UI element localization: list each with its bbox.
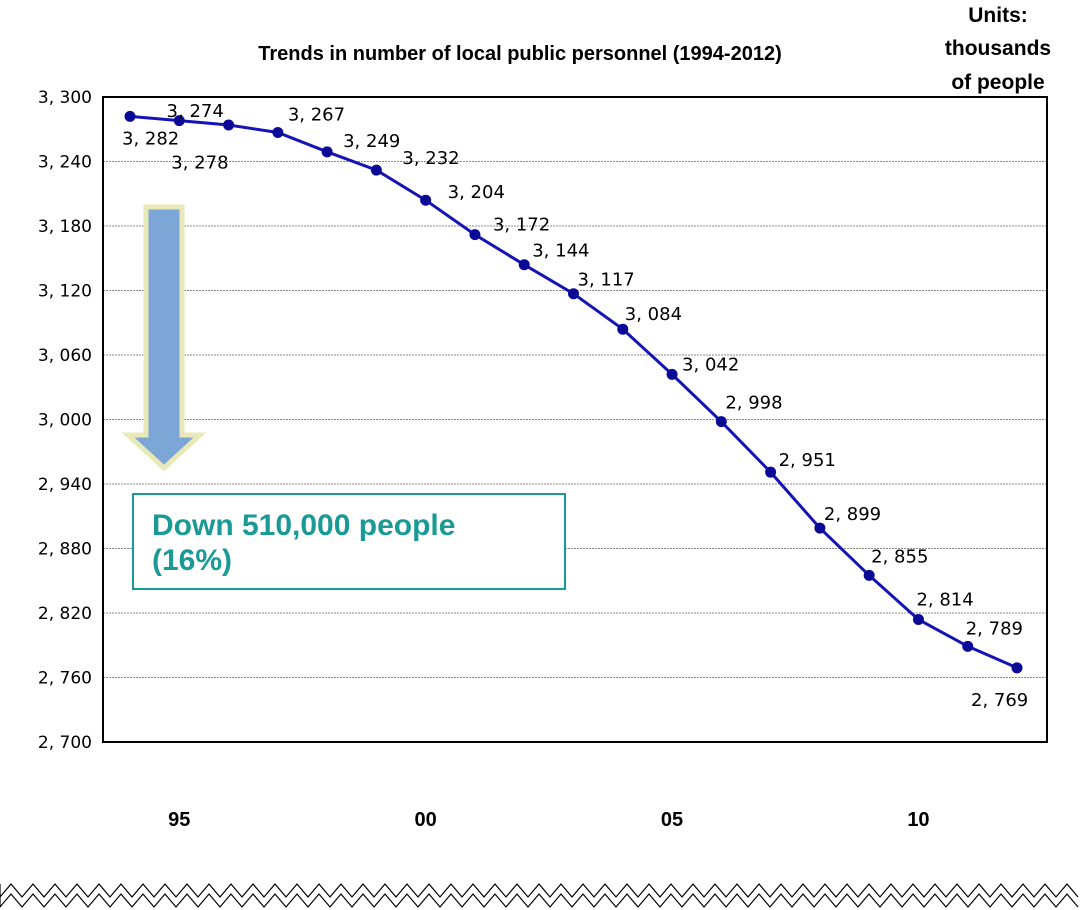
data-point (173, 115, 185, 127)
gridlines (103, 161, 1047, 678)
data-point (912, 613, 924, 625)
units-label-line-3: of people (951, 71, 1044, 94)
y-tick-label: 3, 000 (38, 411, 92, 431)
x-tick-label: 00 (415, 809, 437, 831)
data-label: 2, 769 (971, 690, 1028, 711)
data-label: 2, 814 (916, 589, 973, 610)
data-point (666, 368, 678, 380)
series-markers (124, 110, 1023, 674)
data-label: 3, 274 (167, 101, 224, 122)
callout-text-line-2: (16%) (152, 544, 232, 577)
x-axis-ticks: 95 00 05 10 (168, 809, 929, 831)
units-label-line-1: Units: (968, 4, 1028, 27)
down-arrow (121, 204, 207, 472)
data-point (518, 259, 530, 271)
data-label: 3, 249 (343, 131, 400, 152)
y-tick-label: 3, 180 (38, 217, 92, 237)
plot-area-frame (102, 96, 1048, 743)
y-tick-label: 3, 240 (38, 153, 92, 173)
data-label: 2, 899 (824, 504, 881, 525)
data-label: 3, 084 (625, 304, 682, 325)
data-label: 2, 998 (725, 393, 782, 414)
x-tick-label: 05 (661, 809, 683, 831)
data-label: 2, 855 (871, 546, 928, 567)
data-label: 3, 172 (493, 215, 550, 236)
y-tick-label: 2, 940 (38, 475, 92, 495)
y-tick-label: 3, 300 (38, 88, 92, 108)
data-point (124, 110, 136, 122)
data-point (469, 229, 481, 241)
axis-break-zigzag (0, 883, 1079, 908)
data-point (863, 569, 875, 581)
data-label: 2, 951 (779, 450, 836, 471)
chart-title: Trends in number of local public personn… (258, 43, 781, 65)
callout-box: Down 510,000 people (16%) (132, 493, 566, 590)
units-label-line-2: thousands (945, 37, 1051, 60)
y-tick-label: 2, 700 (38, 733, 92, 753)
data-point (223, 119, 235, 131)
data-label: 3, 144 (532, 241, 589, 262)
data-point (370, 164, 382, 176)
data-label: 3, 042 (682, 354, 739, 375)
data-point (272, 126, 284, 138)
y-tick-label: 2, 880 (38, 540, 92, 560)
data-label: 3, 232 (402, 148, 459, 169)
data-label: 2, 789 (966, 618, 1023, 639)
data-point (568, 288, 579, 300)
data-point (420, 194, 432, 206)
data-label: 3, 267 (288, 104, 345, 125)
data-label: 3, 282 (122, 128, 179, 149)
data-point (321, 146, 333, 158)
data-label: 3, 117 (578, 270, 635, 291)
data-point (715, 416, 727, 428)
x-tick-label: 10 (907, 809, 929, 831)
data-label: 3, 278 (171, 153, 228, 174)
x-tick-label: 95 (168, 809, 190, 831)
data-point (814, 522, 826, 534)
y-tick-label: 3, 060 (38, 346, 92, 366)
data-label: 3, 204 (448, 182, 505, 203)
data-point (1011, 662, 1023, 674)
y-tick-label: 2, 760 (38, 669, 92, 689)
data-point (962, 640, 974, 652)
y-tick-label: 2, 820 (38, 604, 92, 624)
y-tick-label: 3, 120 (38, 282, 92, 302)
y-axis-ticks: 3, 300 3, 240 3, 180 3, 120 3, 060 3, 000 2, 9… (38, 88, 92, 753)
callout-text-line-1: Down 510,000 people (152, 509, 455, 542)
data-point (765, 466, 777, 478)
data-point (617, 323, 629, 335)
callout-border (132, 493, 566, 590)
